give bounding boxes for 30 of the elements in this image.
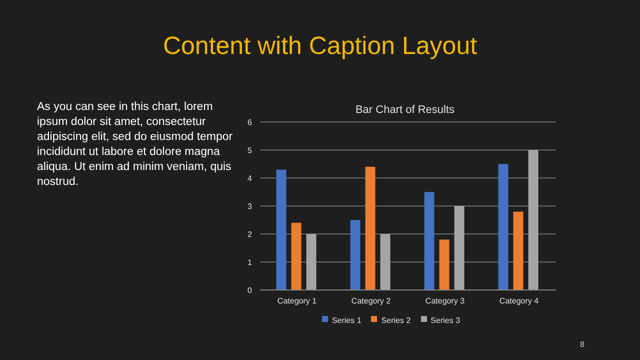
- legend-label: Series 1: [332, 316, 362, 325]
- text: 8: [580, 340, 584, 349]
- y-tick-label: 4: [248, 174, 253, 183]
- chart-title: Bar Chart of Results: [354, 104, 456, 116]
- y-tick-label: 5: [248, 146, 253, 155]
- bar: [439, 240, 450, 290]
- text: Content with Caption Layout: [162, 32, 478, 61]
- legend-label: Series 3: [430, 316, 460, 325]
- bar: [306, 234, 316, 290]
- y-tick-label: 6: [248, 118, 253, 127]
- bar: [513, 212, 524, 290]
- x-tick-label: Category 2: [351, 296, 392, 306]
- bar: [454, 206, 464, 290]
- x-tick-label: Category 1: [277, 296, 318, 306]
- text: As you can see in this chart, lorem ipsum dolor sit amet, consectetur adipiscing elit, sed do eiusmod tempor incididunt ut labore et dolore magna aliqua. Ut enim ad minim veniam, quis nostrud.: [37, 100, 234, 190]
- bar: [350, 220, 360, 290]
- x-tick-label: Category 3: [425, 296, 466, 306]
- bar: [424, 192, 434, 290]
- bar: [498, 164, 508, 290]
- bar: [276, 170, 286, 290]
- y-tick-label: 0: [248, 286, 253, 295]
- y-tick-label: 1: [248, 258, 253, 267]
- legend-label: Series 2: [381, 316, 411, 325]
- x-tick-label: Category 4: [499, 296, 540, 306]
- bar: [291, 222, 302, 290]
- y-tick-label: 2: [248, 230, 253, 239]
- bar: [380, 234, 390, 290]
- y-tick-label: 3: [248, 202, 253, 211]
- bar: [365, 166, 376, 290]
- bar: [528, 150, 538, 290]
